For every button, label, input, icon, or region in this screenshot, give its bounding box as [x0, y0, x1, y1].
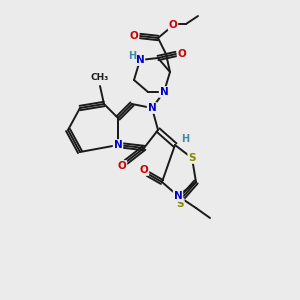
Text: O: O [169, 20, 177, 30]
Text: O: O [178, 49, 186, 59]
Text: N: N [174, 191, 182, 201]
Text: O: O [140, 165, 148, 175]
Text: N: N [114, 140, 122, 150]
Text: H: H [128, 51, 136, 61]
Text: H: H [181, 134, 189, 144]
Text: CH₃: CH₃ [91, 74, 109, 82]
Text: O: O [130, 31, 138, 41]
Text: S: S [188, 153, 196, 163]
Text: N: N [160, 87, 168, 97]
Text: S: S [176, 199, 184, 209]
Text: N: N [136, 55, 144, 65]
Text: N: N [148, 103, 156, 113]
Text: O: O [118, 161, 126, 171]
